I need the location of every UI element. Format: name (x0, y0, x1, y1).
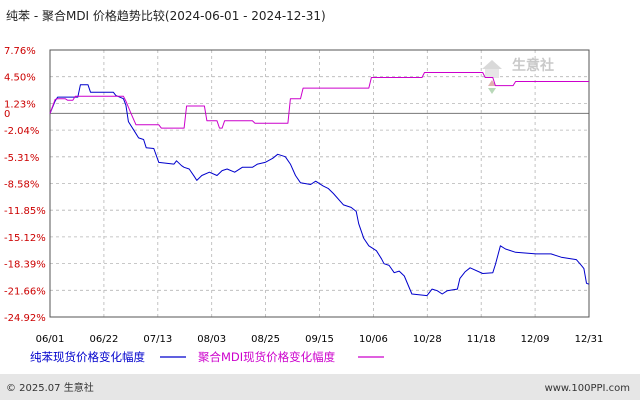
y-tick-label: -18.39% (4, 260, 46, 271)
x-tick-label: 09/15 (305, 334, 334, 345)
y-tick-label: -8.58% (4, 180, 39, 191)
wm-up-arrow-icon (488, 80, 496, 86)
x-tick-label: 11/18 (467, 334, 496, 345)
legend-label-mdi: 聚合MDI现货价格变化幅度 (198, 350, 336, 364)
legend-label-benzene: 纯苯现货价格变化幅度 (30, 350, 145, 364)
watermark: 生意社 (482, 57, 554, 94)
x-tick-label: 08/25 (251, 334, 280, 345)
x-tick-label: 12/31 (575, 334, 604, 345)
series-line-benzene (49, 84, 590, 297)
y-tick-label: 1.23% (4, 99, 36, 110)
y-tick-label: 7.76% (4, 46, 36, 57)
y-tick-label: 4.50% (4, 73, 36, 84)
x-tick-labels: 06/01 06/22 07/13 08/03 08/25 09/15 10/06 10/28… (36, 334, 604, 345)
y-tick-label: -2.04% (4, 126, 39, 137)
footer-copyright: © 2025.07 生意社 (6, 381, 94, 394)
y-tick-label: -21.66% (4, 286, 46, 297)
grid-lines (50, 50, 589, 317)
series-lines (49, 72, 590, 297)
x-tick-label: 06/22 (89, 334, 118, 345)
plot-frame (49, 49, 590, 318)
footer-bar (0, 374, 640, 400)
x-tick-label: 06/01 (36, 334, 65, 345)
watermark-text: 生意社 (512, 57, 554, 74)
chart-title: 纯苯 - 聚合MDI 价格趋势比较(2024-06-01 - 2024-12-3… (6, 8, 326, 23)
wm-down-arrow-icon (488, 88, 496, 94)
house-body-icon (485, 69, 499, 78)
series-line-mdi (49, 72, 589, 129)
y-tick-zero: 0 (4, 109, 10, 120)
legend: 纯苯现货价格变化幅度 聚合MDI现货价格变化幅度 (30, 350, 384, 364)
y-tick-label: -11.85% (4, 206, 46, 217)
x-tick-label: 08/03 (197, 334, 226, 345)
x-tick-label: 10/06 (359, 334, 388, 345)
y-tick-label: -15.12% (4, 233, 46, 244)
x-tick-label: 07/13 (143, 334, 172, 345)
y-tick-labels: 7.76% 4.50% 1.23% -2.04% -5.31% -8.58% -11.85%… (4, 46, 46, 324)
y-tick-label: -24.92% (4, 313, 46, 324)
footer-site-link[interactable]: www.100PPI.com (545, 383, 630, 394)
house-roof-icon (482, 60, 502, 69)
x-tick-label: 10/28 (413, 334, 442, 345)
x-tick-label: 12/09 (521, 334, 550, 345)
y-tick-label: -5.31% (4, 153, 39, 164)
